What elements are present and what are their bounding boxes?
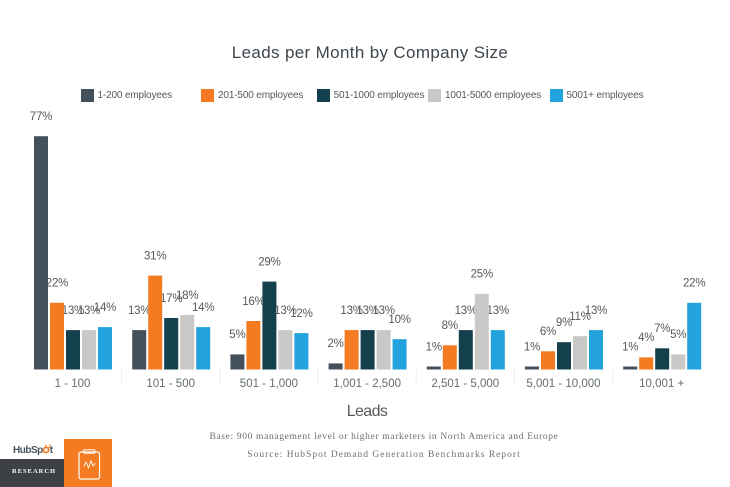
svg-text:2%: 2% xyxy=(327,338,343,350)
svg-text:77%: 77% xyxy=(30,111,52,123)
svg-text:13%: 13% xyxy=(356,305,378,317)
svg-text:13%: 13% xyxy=(78,305,100,317)
svg-text:13%: 13% xyxy=(274,305,296,317)
svg-text:1%: 1% xyxy=(426,341,442,353)
svg-text:13%: 13% xyxy=(128,305,150,317)
svg-text:1,001 - 2,500: 1,001 - 2,500 xyxy=(333,378,401,390)
svg-text:16%: 16% xyxy=(242,296,264,308)
svg-text:2,501 - 5,000: 2,501 - 5,000 xyxy=(431,378,499,390)
svg-text:12%: 12% xyxy=(290,308,312,320)
svg-text:13%: 13% xyxy=(62,305,84,317)
svg-text:1%: 1% xyxy=(524,341,540,353)
svg-text:1 - 100: 1 - 100 xyxy=(55,378,91,390)
svg-text:5,001 - 10,000: 5,001 - 10,000 xyxy=(526,378,600,390)
svg-text:10%: 10% xyxy=(388,314,410,326)
svg-text:501 - 1,000: 501 - 1,000 xyxy=(240,378,298,390)
svg-text:9%: 9% xyxy=(556,317,572,329)
svg-text:13%: 13% xyxy=(585,305,607,317)
svg-text:5%: 5% xyxy=(670,329,686,341)
svg-text:13%: 13% xyxy=(487,305,509,317)
svg-text:101 - 500: 101 - 500 xyxy=(146,378,195,390)
svg-text:18%: 18% xyxy=(176,290,198,302)
svg-text:11%: 11% xyxy=(569,311,591,323)
svg-text:22%: 22% xyxy=(683,278,705,290)
svg-text:14%: 14% xyxy=(94,302,116,314)
svg-text:6%: 6% xyxy=(540,326,556,338)
svg-text:31%: 31% xyxy=(144,250,166,262)
svg-text:22%: 22% xyxy=(46,278,68,290)
svg-text:17%: 17% xyxy=(160,293,182,305)
svg-text:5%: 5% xyxy=(229,329,245,341)
svg-text:14%: 14% xyxy=(192,302,214,314)
svg-text:13%: 13% xyxy=(455,305,477,317)
svg-text:29%: 29% xyxy=(258,256,280,268)
svg-text:10,001 +: 10,001 + xyxy=(639,378,684,390)
svg-text:13%: 13% xyxy=(340,305,362,317)
svg-text:4%: 4% xyxy=(638,332,654,344)
svg-text:25%: 25% xyxy=(471,269,493,281)
svg-text:13%: 13% xyxy=(372,305,394,317)
svg-text:8%: 8% xyxy=(442,320,458,332)
svg-text:1%: 1% xyxy=(622,341,638,353)
svg-text:7%: 7% xyxy=(654,323,670,335)
